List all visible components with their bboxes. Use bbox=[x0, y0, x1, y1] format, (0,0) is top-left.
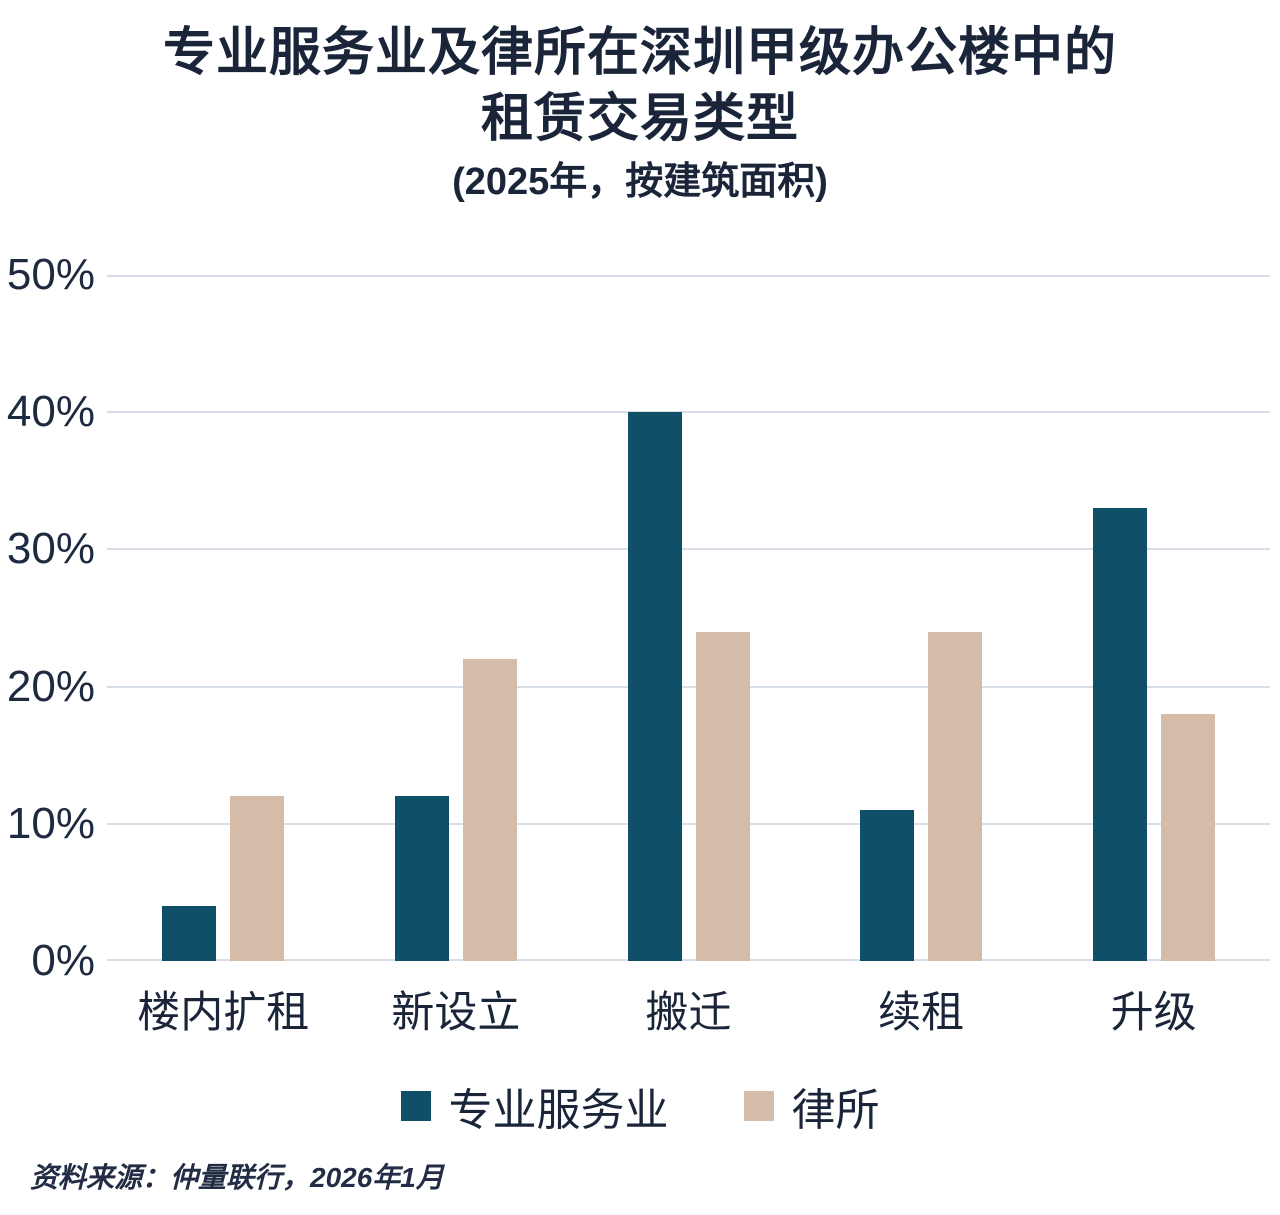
legend-label-律所: 律所 bbox=[791, 1086, 880, 1135]
plot-area bbox=[107, 275, 1270, 961]
bar-搬迁-专业服务业 bbox=[627, 412, 682, 961]
gridline-30 bbox=[107, 548, 1270, 551]
y-axis-tick-50: 50% bbox=[6, 250, 95, 299]
bar-升级-律所 bbox=[1160, 714, 1215, 961]
legend-item-专业服务业: 专业服务业 bbox=[400, 1074, 669, 1138]
legend-swatch-专业服务业 bbox=[400, 1091, 431, 1121]
y-axis-tick-20: 20% bbox=[6, 661, 95, 711]
gridline-50 bbox=[107, 275, 1270, 277]
x-axis-labels: 楼内扩租 新设立 搬迁 续租 升级 bbox=[107, 978, 1270, 1040]
x-axis-label-续租: 续租 bbox=[878, 989, 965, 1037]
y-axis-tick-10: 10% bbox=[6, 798, 95, 848]
chart-title: 专业服务业及律所在深圳甲级办公楼中的 租赁交易类型 bbox=[0, 20, 1280, 152]
y-axis-tick-30: 30% bbox=[6, 524, 95, 574]
bar-续租-专业服务业 bbox=[860, 810, 915, 961]
bar-搬迁-律所 bbox=[695, 631, 750, 961]
bar-续租-律所 bbox=[928, 631, 983, 961]
gridline-40 bbox=[107, 411, 1270, 414]
legend-swatch-律所 bbox=[743, 1091, 774, 1121]
gridline-0 bbox=[107, 959, 1270, 961]
gridline-10 bbox=[107, 822, 1270, 825]
x-axis-label-新设立: 新设立 bbox=[391, 989, 521, 1037]
bar-楼内扩租-专业服务业 bbox=[162, 906, 217, 961]
x-axis-label-搬迁: 搬迁 bbox=[645, 989, 732, 1037]
chart-title-line1: 专业服务业及律所在深圳甲级办公楼中的 bbox=[162, 24, 1117, 82]
gridline-20 bbox=[107, 685, 1270, 688]
x-axis-label-升级: 升级 bbox=[1110, 989, 1197, 1037]
chart-subtitle: (2025年，按建筑面积) bbox=[452, 161, 828, 203]
x-axis-label-楼内扩租: 楼内扩租 bbox=[137, 989, 310, 1037]
legend-label-专业服务业: 专业服务业 bbox=[448, 1086, 669, 1135]
legend: 专业服务业 律所 bbox=[0, 1074, 1280, 1138]
source-note: 资料来源：仲量联行，2026年1月 bbox=[30, 1162, 444, 1193]
y-axis-tick-40: 40% bbox=[6, 387, 95, 437]
chart-title-line2: 租赁交易类型 bbox=[480, 90, 799, 148]
y-axis-tick-0: 0% bbox=[31, 936, 95, 985]
bar-升级-专业服务业 bbox=[1092, 508, 1147, 961]
legend-item-律所: 律所 bbox=[743, 1074, 880, 1138]
bar-新设立-专业服务业 bbox=[394, 796, 449, 961]
bar-楼内扩租-律所 bbox=[230, 796, 285, 961]
bar-新设立-律所 bbox=[462, 659, 517, 961]
